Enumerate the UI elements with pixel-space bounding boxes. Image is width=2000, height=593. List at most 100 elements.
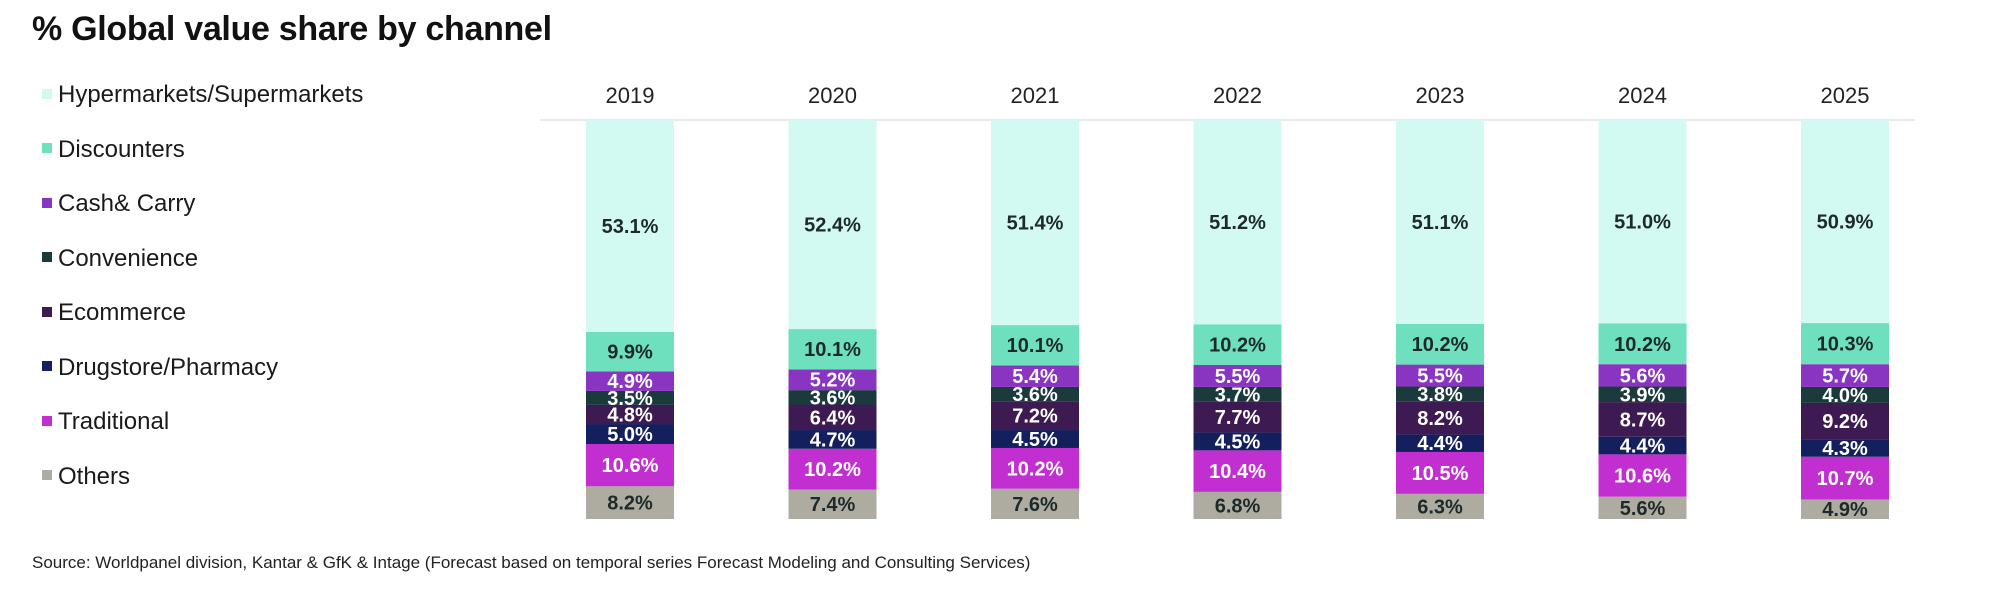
bar-segment-drugstore-pharmacy-2021 — [991, 430, 1079, 448]
x-tick-label-2019: 2019 — [606, 83, 655, 108]
bar-segment-traditional-2025 — [1801, 456, 1889, 500]
bar-segment-discounters-2025 — [1801, 323, 1889, 365]
data-label-convenience-2021: 3.6% — [1012, 384, 1058, 406]
legend-item-ecommerce: Ecommerce — [42, 298, 186, 328]
data-label-drugstore-pharmacy-2023: 4.4% — [1417, 433, 1463, 455]
bar-segment-ecommerce-2022 — [1193, 401, 1282, 433]
data-label-cash-carry-2020: 5.2% — [810, 370, 856, 392]
data-label-drugstore-pharmacy-2025: 4.3% — [1822, 438, 1868, 460]
data-label-others-2022: 6.8% — [1215, 495, 1261, 517]
bar-segment-hypermarkets-supermarkets-2020 — [788, 120, 877, 330]
bar-segment-drugstore-pharmacy-2022 — [1193, 432, 1282, 451]
data-label-convenience-2025: 4.0% — [1822, 385, 1868, 407]
legend-label-ecommerce: Ecommerce — [58, 299, 187, 326]
data-label-drugstore-pharmacy-2021: 4.5% — [1012, 429, 1058, 451]
data-label-ecommerce-2020: 6.4% — [810, 407, 856, 429]
legend-swatch-drugstore-pharmacy — [42, 361, 52, 372]
data-label-discounters-2025: 10.3% — [1817, 334, 1874, 356]
legend-item-drugstore-pharmacy: Drugstore/Pharmacy — [42, 353, 278, 383]
bar-segment-hypermarkets-supermarkets-2021 — [991, 120, 1079, 326]
data-label-cash-carry-2019: 4.9% — [607, 371, 653, 393]
bar-segment-convenience-2025 — [1801, 386, 1889, 403]
data-label-drugstore-pharmacy-2024: 4.4% — [1620, 436, 1666, 458]
legend-item-convenience: Convenience — [42, 244, 198, 274]
data-label-drugstore-pharmacy-2022: 4.5% — [1215, 431, 1261, 453]
bar-segment-ecommerce-2019 — [586, 404, 674, 425]
legend-swatch-others — [42, 470, 52, 481]
bar-segment-cash-carry-2019 — [586, 371, 674, 391]
data-label-traditional-2020: 10.2% — [804, 459, 861, 481]
data-label-convenience-2022: 3.7% — [1215, 384, 1261, 406]
bar-segment-drugstore-pharmacy-2019 — [586, 424, 674, 444]
data-label-others-2019: 8.2% — [607, 493, 653, 515]
data-label-traditional-2022: 10.4% — [1209, 461, 1266, 483]
bar-segment-ecommerce-2020 — [788, 404, 877, 431]
data-label-others-2023: 6.3% — [1417, 496, 1463, 518]
bar-segment-ecommerce-2023 — [1396, 401, 1484, 435]
x-tick-label-2023: 2023 — [1416, 83, 1465, 108]
data-label-discounters-2019: 9.9% — [607, 342, 653, 364]
chart-title: % Global value share by channel — [32, 10, 552, 48]
data-label-cash-carry-2022: 5.5% — [1215, 366, 1261, 388]
data-label-others-2024: 5.6% — [1620, 498, 1666, 520]
bar-segment-hypermarkets-supermarkets-2023 — [1396, 120, 1484, 324]
data-label-others-2021: 7.6% — [1012, 494, 1058, 516]
legend-label-cash-carry: Cash& Carry — [58, 190, 196, 217]
legend-item-traditional: Traditional — [42, 407, 169, 437]
bar-segment-convenience-2020 — [788, 390, 877, 405]
data-label-discounters-2021: 10.1% — [1007, 335, 1064, 357]
bar-segment-hypermarkets-supermarkets-2024 — [1598, 120, 1687, 324]
data-label-convenience-2023: 3.8% — [1417, 384, 1463, 406]
legend-label-drugstore-pharmacy: Drugstore/Pharmacy — [58, 353, 279, 381]
data-label-drugstore-pharmacy-2019: 5.0% — [607, 424, 653, 446]
data-label-discounters-2023: 10.2% — [1412, 334, 1469, 356]
legend-label-convenience: Convenience — [58, 244, 199, 272]
bar-segment-others-2020 — [788, 489, 877, 519]
bar-segment-ecommerce-2021 — [991, 401, 1079, 431]
data-label-ecommerce-2019: 4.8% — [607, 404, 653, 426]
source-note: Source: Worldpanel division, Kantar & Gf… — [32, 553, 1031, 572]
bar-segment-drugstore-pharmacy-2023 — [1396, 434, 1484, 452]
data-label-convenience-2020: 3.6% — [810, 387, 856, 409]
bar-segment-cash-carry-2024 — [1598, 364, 1687, 387]
legend-label-traditional: Traditional — [58, 408, 170, 435]
bar-segment-cash-carry-2021 — [991, 365, 1079, 387]
bar-segment-others-2019 — [586, 486, 674, 519]
legend-label-others: Others — [58, 462, 131, 490]
data-label-drugstore-pharmacy-2020: 4.7% — [810, 429, 856, 451]
data-label-cash-carry-2024: 5.6% — [1620, 365, 1666, 387]
x-tick-label-2020: 2020 — [808, 83, 857, 108]
bar-segment-cash-carry-2022 — [1193, 364, 1282, 387]
data-label-others-2020: 7.4% — [810, 494, 856, 516]
bar-segment-cash-carry-2023 — [1396, 364, 1484, 387]
bar-segment-traditional-2023 — [1396, 451, 1484, 494]
bar-segment-drugstore-pharmacy-2025 — [1801, 439, 1889, 457]
legend-item-discounters: Discounters — [42, 135, 185, 165]
data-label-ecommerce-2025: 9.2% — [1822, 411, 1868, 433]
legend-item-others: Others — [42, 462, 130, 492]
bar-segment-others-2021 — [991, 488, 1079, 519]
legend-item-cash-carry: Cash& Carry — [42, 189, 195, 219]
bar-segment-traditional-2022 — [1193, 450, 1282, 492]
data-label-ecommerce-2021: 7.2% — [1012, 406, 1058, 428]
bar-segment-hypermarkets-supermarkets-2022 — [1193, 120, 1282, 325]
legend-item-hypermarkets-supermarkets: Hypermarkets/Supermarkets — [42, 80, 363, 110]
legend-swatch-cash-carry — [42, 197, 52, 208]
bar-segment-cash-carry-2020 — [788, 369, 877, 391]
data-label-hypermarkets-supermarkets-2022: 51.2% — [1209, 212, 1266, 234]
bar-segment-discounters-2021 — [991, 325, 1079, 366]
legend-swatch-discounters — [42, 143, 52, 154]
legend-swatch-hypermarkets-supermarkets — [42, 88, 52, 99]
data-label-hypermarkets-supermarkets-2021: 51.4% — [1007, 213, 1064, 235]
bar-segment-traditional-2020 — [788, 448, 877, 490]
data-label-traditional-2023: 10.5% — [1412, 463, 1469, 485]
data-label-hypermarkets-supermarkets-2019: 53.1% — [602, 216, 659, 238]
bar-segment-convenience-2024 — [1598, 386, 1687, 403]
bar-segment-traditional-2024 — [1598, 454, 1687, 497]
bar-segment-ecommerce-2024 — [1598, 402, 1687, 437]
bar-segment-discounters-2022 — [1193, 324, 1282, 365]
data-label-traditional-2019: 10.6% — [602, 455, 659, 477]
bar-segment-cash-carry-2025 — [1801, 364, 1889, 387]
bar-segment-convenience-2021 — [991, 386, 1079, 402]
